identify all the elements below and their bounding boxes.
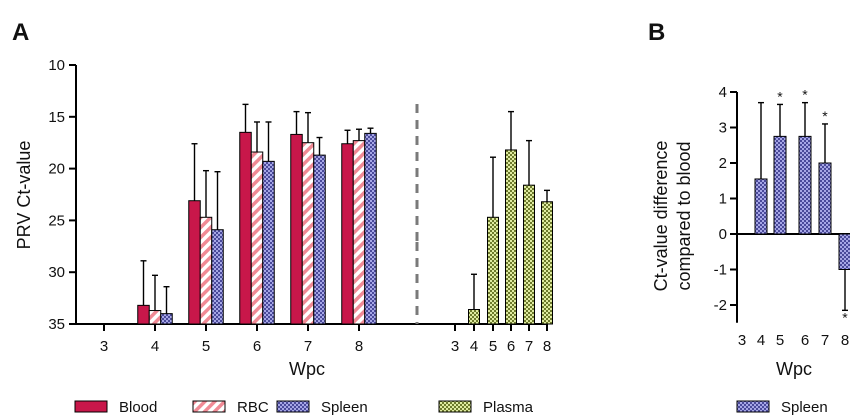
panel-a-bar-blood [341, 143, 354, 325]
panel-a-y-tick-label: 35 [48, 316, 65, 333]
panel-a-bar-rbc [199, 216, 213, 325]
panel-b-x-axis-label: Wpc [776, 359, 812, 379]
legend-label-rbc: RBC [237, 399, 269, 416]
panel-b-y-tick-label: -2 [714, 297, 727, 314]
panel-a-bar-plasma [468, 308, 480, 325]
legend-label-plasma: Plasma [483, 399, 534, 416]
panel-a-legend: Blood RBC Spleen Plasma [74, 399, 534, 416]
panel-a-y-tick-label: 15 [48, 109, 65, 126]
panel-b-y-axis-label: compared to blood [674, 141, 694, 290]
panel-a-bar-plasma [541, 201, 553, 325]
panel-b-x-tick-label: 6 [801, 332, 809, 349]
panel-b-x-tick-label: 3 [738, 332, 746, 349]
panel-a-y-tick-label: 25 [48, 212, 65, 229]
panel-a-x-tick-label: 5 [202, 338, 210, 355]
panel-a-bar-spleen [160, 313, 173, 325]
panel-a-bar-spleen [262, 160, 275, 325]
panel-a-bar-rbc [148, 310, 162, 325]
panel-b-legend: Spleen [736, 399, 828, 416]
panel-a-x-tick-label: 6 [507, 338, 515, 355]
panel-a-x-tick-label: 6 [253, 338, 261, 355]
panel-a-bar-spleen [313, 154, 326, 325]
panel-b-bar-spleen [798, 135, 812, 235]
legend-label-blood: Blood [119, 399, 157, 416]
panel-a-bar-plasma [505, 149, 517, 325]
panel-a-bar-spleen [364, 132, 377, 325]
legend-label-spleen: Spleen [781, 399, 828, 416]
panel-a-x-tick-label: 4 [151, 338, 159, 355]
panel-b-bar-spleen [818, 162, 832, 235]
panel-a-x-tick-label: 5 [489, 338, 497, 355]
panel-b-significance-marker: * [822, 108, 828, 124]
panel-b-x-tick-label: 4 [757, 332, 765, 349]
panel-b-y-axis-label: Ct-value difference [651, 141, 671, 292]
panel-b-x-tick-label: 7 [821, 332, 829, 349]
panel-a-x-axis-label: Wpc [289, 359, 325, 379]
panel-a-x-tick-label: 3 [100, 338, 108, 355]
panel-a-bar-plasma [523, 184, 535, 325]
panel-b-y-tick-label: 3 [719, 120, 727, 137]
panel-b-x-tick-label: 8 [841, 332, 849, 349]
panel-b-y-tick-label: 1 [719, 191, 727, 208]
panel-b-y-tick-label: 0 [719, 226, 727, 243]
legend-swatch-spleen [276, 400, 310, 413]
panel-a-y-tick-label: 10 [48, 57, 65, 74]
panel-b-bar-spleen [754, 178, 768, 235]
panel-a-bar-rbc [250, 151, 264, 325]
panel-b-bar-spleen [773, 135, 787, 235]
panel-b-y-tick-label: 2 [719, 155, 727, 172]
legend-label-spleen: Spleen [321, 399, 368, 416]
panel-a-bar-rbc [301, 142, 315, 325]
legend-swatch-spleen [736, 400, 770, 413]
panel-a-bar-blood [290, 133, 303, 325]
panel-b-bar-spleen [838, 233, 850, 270]
panel-a-x-tick-label: 8 [543, 338, 551, 355]
panel-b-y-tick-label: -1 [714, 262, 727, 279]
panel-a-x-tick-label: 7 [304, 338, 312, 355]
panel-a-bar-rbc [352, 140, 366, 325]
panel-b-significance-marker: * [802, 87, 808, 103]
panel-a-x-tick-label: 3 [451, 338, 459, 355]
panel-b-y-tick-label: 4 [719, 84, 727, 101]
panel-a-x-tick-label: 7 [525, 338, 533, 355]
panel-b-significance-marker: * [777, 88, 783, 104]
panel-a-bar-plasma [487, 216, 499, 325]
panel-b-x-tick-label: 5 [776, 332, 784, 349]
legend-swatch-blood [74, 400, 108, 413]
panel-a-bar-blood [188, 200, 201, 325]
panel-a-bar-blood [137, 304, 150, 325]
legend-swatch-rbc [192, 400, 226, 413]
panel-a-bar-blood [239, 131, 252, 325]
panel-letter-b: B [648, 19, 665, 46]
panel-a-y-tick-label: 30 [48, 264, 65, 281]
panel-letter-a: A [12, 19, 29, 46]
panel-b-significance-marker: * [842, 309, 848, 325]
panel-a-x-tick-label: 8 [355, 338, 363, 355]
panel-a-y-axis-label: PRV Ct-value [14, 141, 34, 250]
panel-a-y-tick-label: 20 [48, 161, 65, 178]
legend-swatch-plasma [438, 400, 472, 413]
panel-a-x-tick-label: 4 [470, 338, 478, 355]
panel-a-bar-spleen [211, 229, 224, 325]
